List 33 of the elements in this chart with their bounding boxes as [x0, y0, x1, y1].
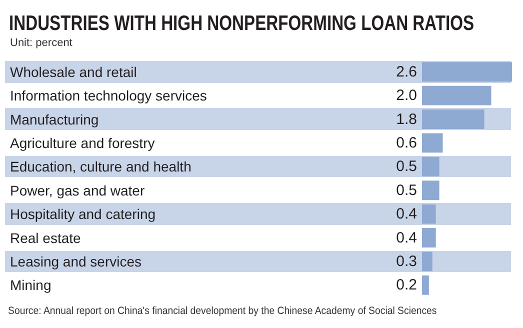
bar	[422, 204, 436, 224]
y-tick-label: Real estate	[10, 230, 82, 246]
y-tick-label: Manufacturing	[10, 111, 99, 128]
text: Unit: percent	[10, 37, 72, 49]
data-label: 0.5	[396, 158, 417, 176]
bar	[422, 180, 440, 200]
data-label: 0.3	[396, 252, 417, 270]
y-tick-label: Information technology services	[10, 88, 207, 104]
text: INDUSTRIES WITH HIGH NONPERFORMING LOAN RATIOS	[9, 12, 474, 36]
y-tick-label: Power, gas and water	[10, 182, 145, 198]
bar	[422, 62, 512, 82]
data-label: 2.0	[396, 87, 417, 104]
bar	[422, 110, 484, 129]
data-label: 0.2	[396, 276, 417, 294]
bar	[422, 275, 429, 295]
y-tick-label: Leasing and services	[10, 253, 142, 270]
bar	[422, 86, 492, 106]
y-tick-label: Mining	[10, 277, 52, 294]
data-label: 1.8	[396, 110, 417, 128]
bar	[422, 252, 432, 272]
bar	[422, 156, 440, 176]
y-tick-label: Agriculture and forestry	[10, 134, 155, 151]
data-label: 0.5	[396, 182, 417, 199]
data-label: 0.4	[396, 229, 417, 246]
y-tick-label: Hospitality and catering	[10, 206, 156, 222]
source-note: Source: Annual report on China's financial development by the Chinese Academy of Social Sciences	[8, 305, 437, 317]
data-label: 2.6	[396, 63, 417, 80]
bar	[422, 228, 436, 248]
y-tick-label: Wholesale and retail	[10, 64, 137, 80]
bar	[422, 133, 443, 153]
y-tick-label: Education, culture and health	[10, 158, 192, 175]
data-label: 0.6	[396, 134, 417, 152]
data-label: 0.4	[396, 206, 417, 223]
